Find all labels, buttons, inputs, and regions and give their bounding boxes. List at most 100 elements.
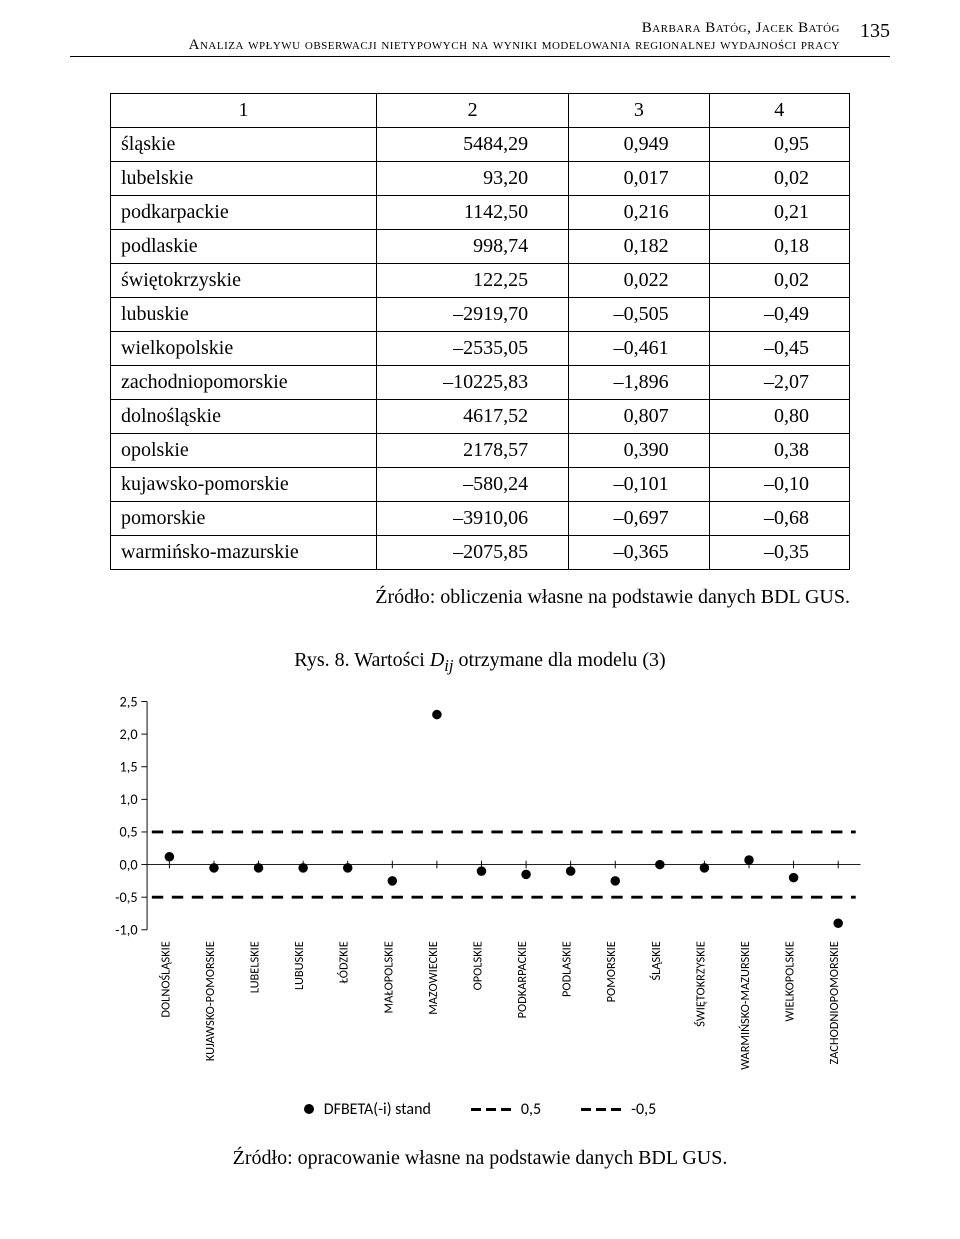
table-row: śląskie5484,290,9490,95 xyxy=(111,128,850,162)
cell-value: –0,35 xyxy=(709,536,849,570)
table-source: Źródło: obliczenia własne na podstawie d… xyxy=(70,586,850,609)
svg-text:LUBELSKIE: LUBELSKIE xyxy=(248,941,263,993)
figure-source: Źródło: opracowanie własne na podstawie … xyxy=(70,1147,890,1170)
running-header: Barbara Batóg, Jacek Batóg Analiza wpływ… xyxy=(70,20,890,57)
cell-value: –2919,70 xyxy=(377,298,569,332)
page-number: 135 xyxy=(860,20,890,43)
cell-value: 0,95 xyxy=(709,128,849,162)
cell-value: 0,807 xyxy=(569,400,709,434)
cell-region: dolnośląskie xyxy=(111,400,377,434)
cell-region: wielkopolskie xyxy=(111,332,377,366)
cell-value: –0,68 xyxy=(709,502,849,536)
cell-value: –0,505 xyxy=(569,298,709,332)
cell-region: świętokrzyskie xyxy=(111,264,377,298)
legend-dash-icon xyxy=(471,1108,511,1111)
svg-text:DOLNOŚLĄSKIE: DOLNOŚLĄSKIE xyxy=(158,941,173,1017)
cell-value: 998,74 xyxy=(377,230,569,264)
svg-text:POMORSKIE: POMORSKIE xyxy=(604,941,619,1002)
cell-value: 122,25 xyxy=(377,264,569,298)
legend-dash-icon xyxy=(581,1108,621,1111)
svg-text:MAŁOPOLSKIE: MAŁOPOLSKIE xyxy=(381,941,396,1013)
cell-value: –1,896 xyxy=(569,366,709,400)
cell-value: 0,02 xyxy=(709,264,849,298)
cell-region: lubelskie xyxy=(111,162,377,196)
table-row: warmińsko-mazurskie–2075,85–0,365–0,35 xyxy=(111,536,850,570)
cell-value: –0,365 xyxy=(569,536,709,570)
svg-text:0,5: 0,5 xyxy=(120,823,138,841)
cell-region: śląskie xyxy=(111,128,377,162)
cell-value: 5484,29 xyxy=(377,128,569,162)
chart-legend: DFBETA(-i) stand 0,5 -0,5 xyxy=(90,1100,870,1119)
table-row: opolskie2178,570,3900,38 xyxy=(111,434,850,468)
cell-value: –2075,85 xyxy=(377,536,569,570)
legend-ref-neg: -0,5 xyxy=(581,1100,656,1119)
svg-text:KUJAWSKO-POMORSKIE: KUJAWSKO-POMORSKIE xyxy=(203,941,218,1061)
cell-value: –0,10 xyxy=(709,468,849,502)
svg-text:WARMIŃSKO-MAZURSKIE: WARMIŃSKO-MAZURSKIE xyxy=(738,941,753,1070)
svg-text:PODLASKIE: PODLASKIE xyxy=(560,941,575,997)
cell-value: –580,24 xyxy=(377,468,569,502)
cell-value: 0,216 xyxy=(569,196,709,230)
legend-marker-icon xyxy=(304,1104,314,1114)
cell-value: –3910,06 xyxy=(377,502,569,536)
cell-region: lubuskie xyxy=(111,298,377,332)
cell-value: 0,182 xyxy=(569,230,709,264)
col-header: 4 xyxy=(709,94,849,128)
table-row: zachodniopomorskie–10225,83–1,896–2,07 xyxy=(111,366,850,400)
cell-region: podkarpackie xyxy=(111,196,377,230)
cell-value: –0,461 xyxy=(569,332,709,366)
cell-value: 0,02 xyxy=(709,162,849,196)
table-row: lubelskie93,200,0170,02 xyxy=(111,162,850,196)
cell-value: –10225,83 xyxy=(377,366,569,400)
cell-region: zachodniopomorskie xyxy=(111,366,377,400)
cell-region: warmińsko-mazurskie xyxy=(111,536,377,570)
table-row: podlaskie998,740,1820,18 xyxy=(111,230,850,264)
svg-text:1,0: 1,0 xyxy=(120,790,138,808)
svg-text:-0,5: -0,5 xyxy=(115,888,137,906)
cell-value: 0,017 xyxy=(569,162,709,196)
figure-caption: Rys. 8. Wartości Dij otrzymane dla model… xyxy=(70,649,890,676)
cell-value: 0,18 xyxy=(709,230,849,264)
cell-region: kujawsko-pomorskie xyxy=(111,468,377,502)
table-row: świętokrzyskie122,250,0220,02 xyxy=(111,264,850,298)
table-row: dolnośląskie4617,520,8070,80 xyxy=(111,400,850,434)
cell-value: –0,101 xyxy=(569,468,709,502)
svg-text:LUBUSKIE: LUBUSKIE xyxy=(292,941,307,990)
cell-value: 0,38 xyxy=(709,434,849,468)
table-row: pomorskie–3910,06–0,697–0,68 xyxy=(111,502,850,536)
cell-value: 0,390 xyxy=(569,434,709,468)
col-header: 1 xyxy=(111,94,377,128)
cell-value: 1142,50 xyxy=(377,196,569,230)
cell-value: 0,022 xyxy=(569,264,709,298)
svg-text:2,5: 2,5 xyxy=(120,692,138,710)
svg-text:PODKARPACKIE: PODKARPACKIE xyxy=(515,941,530,1018)
cell-region: pomorskie xyxy=(111,502,377,536)
table-row: wielkopolskie–2535,05–0,461–0,45 xyxy=(111,332,850,366)
cell-value: –0,49 xyxy=(709,298,849,332)
cell-region: podlaskie xyxy=(111,230,377,264)
svg-text:ŚLĄSKIE: ŚLĄSKIE xyxy=(649,941,664,980)
svg-text:WIELKOPOLSKIE: WIELKOPOLSKIE xyxy=(783,941,798,1021)
cell-value: 2178,57 xyxy=(377,434,569,468)
svg-text:ŁÓDZKIE: ŁÓDZKIE xyxy=(337,941,352,983)
cell-value: –2535,05 xyxy=(377,332,569,366)
scatter-chart: 2,52,01,51,00,50,0-0,5-1,0DOLNOŚLĄSKIEKU… xyxy=(90,692,870,1119)
svg-text:2,0: 2,0 xyxy=(120,725,138,743)
table-row: lubuskie–2919,70–0,505–0,49 xyxy=(111,298,850,332)
col-header: 2 xyxy=(377,94,569,128)
svg-text:MAZOWIECKIE: MAZOWIECKIE xyxy=(426,941,441,1015)
table-row: podkarpackie1142,500,2160,21 xyxy=(111,196,850,230)
data-table: 1234śląskie5484,290,9490,95lubelskie93,2… xyxy=(110,93,850,570)
svg-text:ZACHODNIOPOMORSKIE: ZACHODNIOPOMORSKIE xyxy=(827,941,842,1064)
svg-text:1,5: 1,5 xyxy=(120,757,138,775)
cell-value: 4617,52 xyxy=(377,400,569,434)
legend-series: DFBETA(-i) stand xyxy=(304,1100,431,1119)
cell-value: –0,697 xyxy=(569,502,709,536)
table-row: kujawsko-pomorskie–580,24–0,101–0,10 xyxy=(111,468,850,502)
cell-value: –2,07 xyxy=(709,366,849,400)
cell-value: 0,21 xyxy=(709,196,849,230)
col-header: 3 xyxy=(569,94,709,128)
cell-value: 93,20 xyxy=(377,162,569,196)
legend-ref-pos: 0,5 xyxy=(471,1100,541,1119)
cell-region: opolskie xyxy=(111,434,377,468)
